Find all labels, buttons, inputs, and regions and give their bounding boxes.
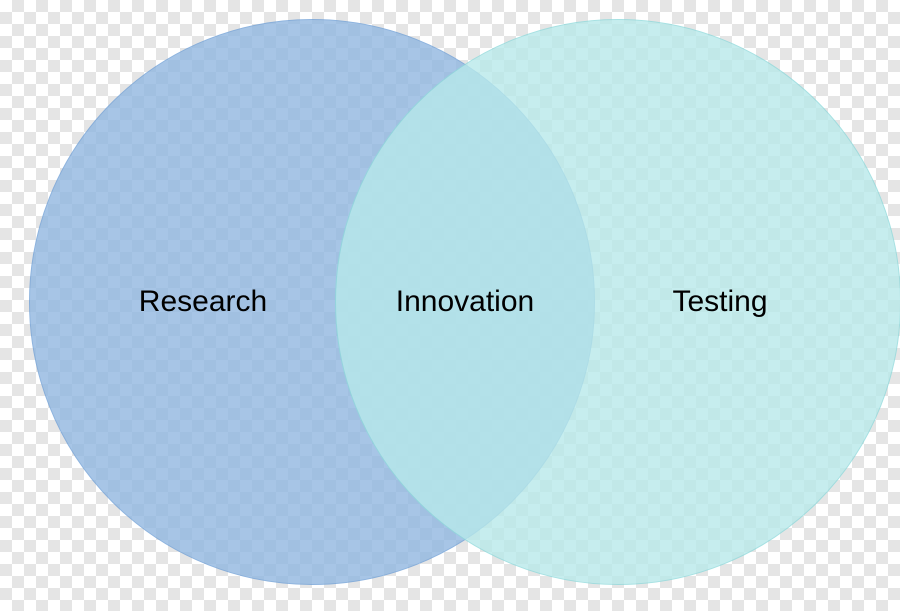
venn-label-right: Testing — [672, 285, 767, 319]
venn-label-left: Research — [139, 285, 267, 319]
venn-diagram: Research Innovation Testing — [0, 0, 900, 611]
venn-label-center: Innovation — [396, 285, 534, 319]
